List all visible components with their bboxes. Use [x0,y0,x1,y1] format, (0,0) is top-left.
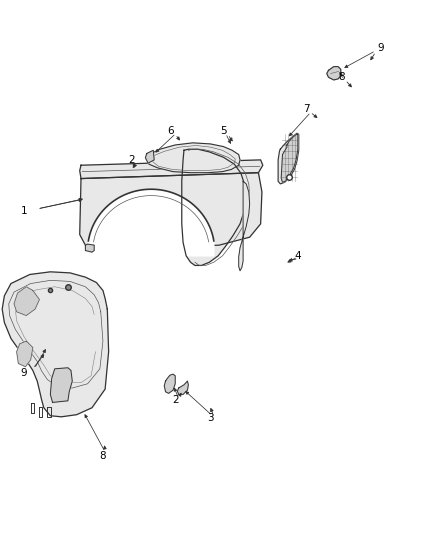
Polygon shape [239,181,250,271]
Text: 1: 1 [21,206,28,215]
Polygon shape [2,272,109,417]
Polygon shape [50,368,72,402]
Polygon shape [85,244,94,252]
Text: 9: 9 [378,43,385,53]
Polygon shape [177,381,188,394]
Polygon shape [327,67,341,80]
Text: 4: 4 [294,251,301,261]
Text: 8: 8 [99,451,106,461]
Text: 2: 2 [172,395,179,405]
Polygon shape [148,143,240,173]
Text: 2: 2 [128,155,135,165]
Text: 7: 7 [303,104,310,114]
Polygon shape [80,160,263,179]
Polygon shape [88,189,214,256]
Polygon shape [281,134,298,182]
Polygon shape [80,173,262,252]
Text: 8: 8 [338,72,345,82]
Text: 6: 6 [167,126,174,135]
Text: 9: 9 [21,368,28,378]
Polygon shape [278,133,299,184]
Polygon shape [145,150,154,163]
Text: 3: 3 [207,414,214,423]
Polygon shape [17,341,33,367]
Polygon shape [164,374,175,393]
Polygon shape [14,287,39,316]
Polygon shape [182,149,245,265]
Text: 5: 5 [220,126,227,135]
